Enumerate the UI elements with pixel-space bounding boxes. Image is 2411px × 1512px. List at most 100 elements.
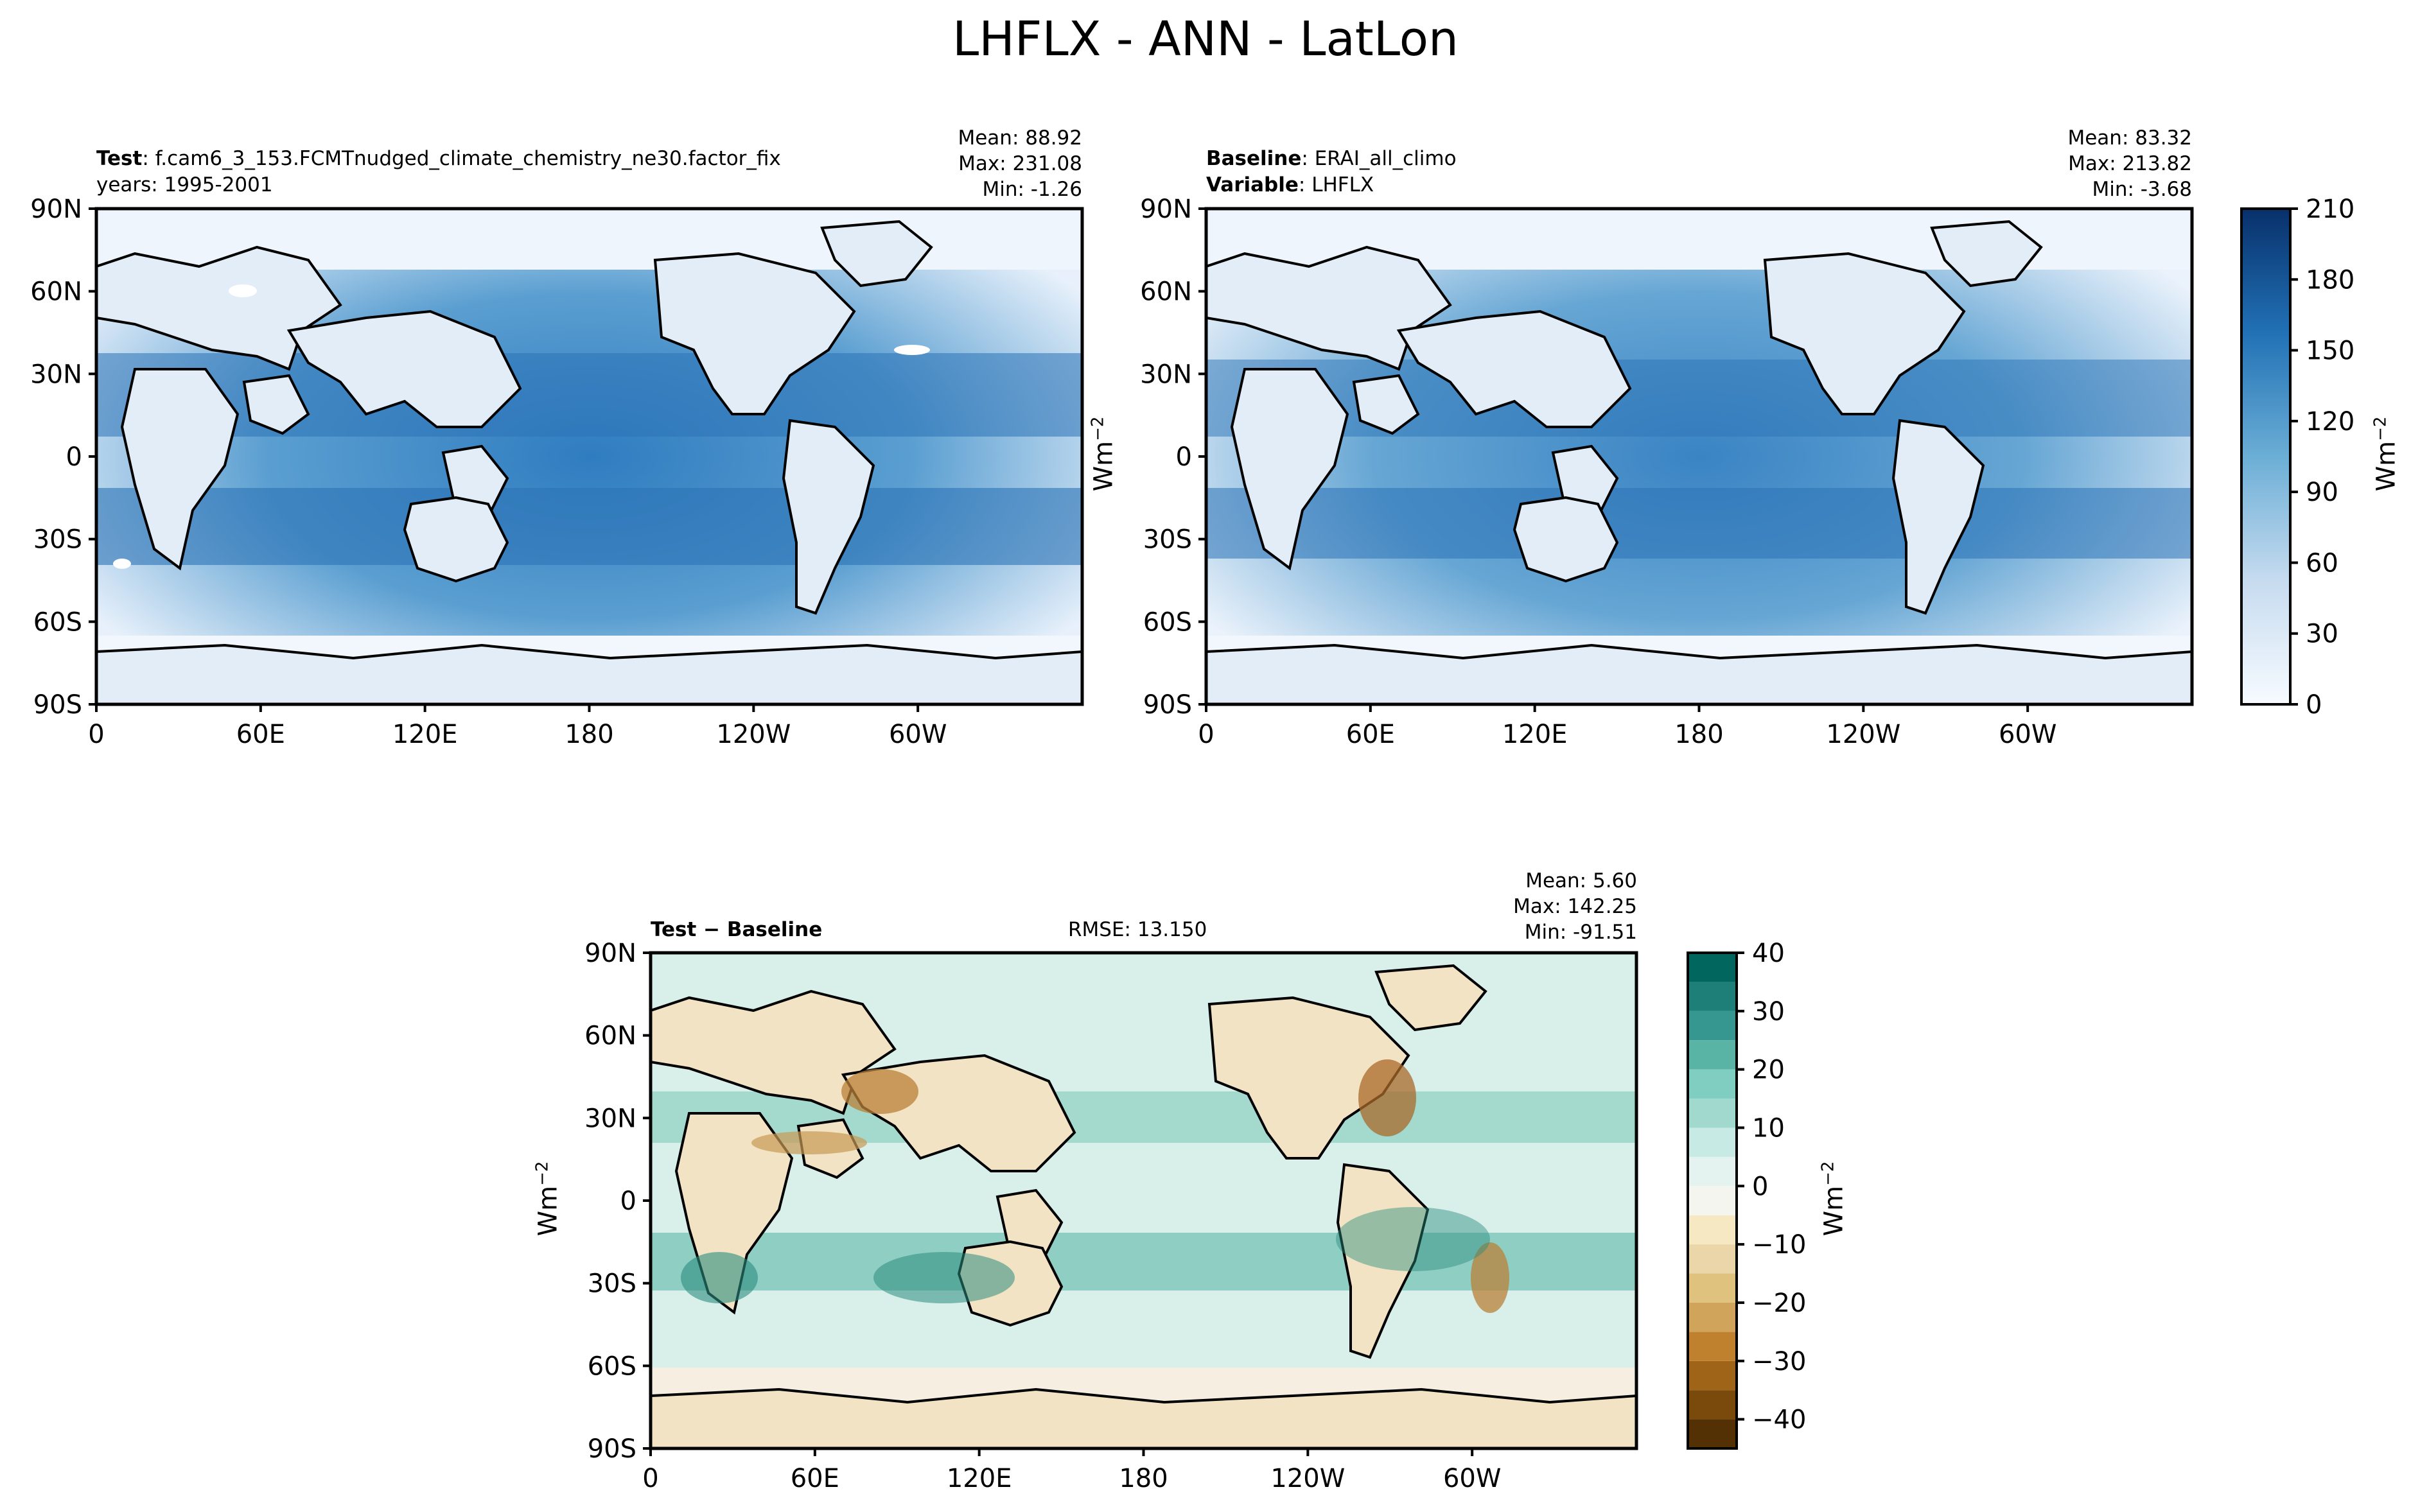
baseline-variable-bold: Variable xyxy=(1206,173,1299,196)
brbg-colorbar-tick-label: 0 xyxy=(1752,1172,1768,1201)
baseline-variable-name: LHFLX xyxy=(1311,173,1374,196)
brbg-colorbar-segment xyxy=(1688,1186,1737,1215)
brbg-colorbar xyxy=(1687,952,1738,1450)
baseline-xtick-label: 60W xyxy=(1999,720,2056,749)
brbg-colorbar-tick-label: −30 xyxy=(1752,1347,1806,1377)
diff-min: Min: -91.51 xyxy=(1524,921,1637,944)
baseline-ytick-label: 60N xyxy=(1140,277,1192,307)
brbg-colorbar-ticks: −40 −30 −20 −10 0 10 20 30 40 xyxy=(1737,939,1806,1435)
test-label-bold: Test xyxy=(96,147,143,170)
brbg-colorbar-segment xyxy=(1688,1332,1737,1361)
diff-rmse: RMSE: 13.150 xyxy=(1068,918,1207,941)
diff-ytick-label: 0 xyxy=(620,1186,636,1216)
baseline-mean: Mean: 83.32 xyxy=(2067,126,2192,150)
baseline-label-bold: Baseline xyxy=(1206,147,1302,170)
brbg-colorbar-segment xyxy=(1688,1040,1737,1070)
brbg-colorbar-tick-label: 40 xyxy=(1752,939,1785,968)
baseline-ytick-label: 60S xyxy=(1143,607,1192,637)
brbg-colorbar-tick-label: 10 xyxy=(1752,1113,1785,1143)
test-xtick-label: 60W xyxy=(889,720,947,749)
blues-colorbar-tick-label: 90 xyxy=(2306,478,2338,507)
brbg-colorbar-frame xyxy=(1687,952,1738,1450)
brbg-colorbar-tick-label: −10 xyxy=(1752,1230,1806,1260)
test-xtick-label: 180 xyxy=(565,720,613,749)
baseline-xtick-label: 0 xyxy=(1198,720,1214,749)
diff-ytick-label: 30S xyxy=(588,1269,636,1299)
blues-colorbar-tick-label: 150 xyxy=(2306,336,2354,366)
brbg-colorbar-segment xyxy=(1688,1215,1737,1245)
brbg-colorbar-segment xyxy=(1688,1360,1737,1391)
baseline-ytick-label: 30N xyxy=(1140,360,1192,389)
brbg-colorbar-tick-label: −40 xyxy=(1752,1405,1806,1435)
brbg-colorbar-segment xyxy=(1688,1419,1737,1448)
diff-max: Max: 142.25 xyxy=(1513,895,1637,918)
diff-axes: 0 60E 120E 180 120W 60W 90N 60N 30N 0 30S 60S 90S xyxy=(584,939,1501,1493)
baseline-coastlines xyxy=(1206,220,2192,704)
test-ytick-label: 60S xyxy=(33,607,82,637)
test-min: Min: -1.26 xyxy=(982,178,1082,201)
blues-colorbar-tick-label: 180 xyxy=(2306,265,2354,295)
brbg-colorbar-segment xyxy=(1688,1390,1737,1420)
brbg-colorbar-segment xyxy=(1688,1302,1737,1332)
diff-ytick-label: 60S xyxy=(588,1351,636,1381)
diff-stats: Mean: 5.60 Max: 142.25 Min: -91.51 xyxy=(1513,868,1637,945)
blues-colorbar xyxy=(2240,207,2292,706)
diff-ytick-label: 90S xyxy=(588,1434,636,1464)
diff-xtick-label: 0 xyxy=(642,1464,658,1493)
baseline-ytick-label: 90S xyxy=(1143,690,1192,720)
diff-map xyxy=(651,953,1636,1448)
test-ytick-label: 90N xyxy=(30,195,82,224)
baseline-axes: 0 60E 120E 180 120W 60W 90N 60N 30N 0 30S 60S 90S xyxy=(1140,195,2056,749)
brbg-colorbar-tick-label: 30 xyxy=(1752,997,1785,1027)
brbg-colorbar-segment xyxy=(1688,1127,1737,1157)
brbg-colorbar-segment xyxy=(1688,1244,1737,1274)
test-missing-patch xyxy=(229,284,257,297)
test-stats: Mean: 88.92 Max: 231.08 Min: -1.26 xyxy=(958,125,1082,202)
diff-label: Test − Baseline xyxy=(651,918,823,941)
test-ytick-label: 60N xyxy=(30,277,82,307)
baseline-ytick-label: 0 xyxy=(1176,442,1192,472)
diff-ytick-label: 60N xyxy=(584,1021,636,1051)
diff-ytick-label: 90N xyxy=(584,939,636,968)
baseline-map xyxy=(1206,209,2192,704)
figure-title: LHFLX - ANN - LatLon xyxy=(952,12,1459,67)
brbg-colorbar-segment xyxy=(1688,1099,1737,1128)
test-label: Test: f.cam6_3_153.FCMTnudged_climate_ch… xyxy=(96,147,781,170)
diff-xtick-label: 120E xyxy=(947,1464,1012,1493)
test-ytick-label: 90S xyxy=(33,690,82,720)
baseline-stats: Mean: 83.32 Max: 213.82 Min: -3.68 xyxy=(2067,125,2192,202)
brbg-colorbar-segment xyxy=(1688,953,1737,982)
test-axes: 0 60E 120E 180 120W 60W 90N 60N 30N 0 30S 60S 90S xyxy=(30,195,947,749)
blues-colorbar-tick-label: 120 xyxy=(2306,407,2354,437)
diff-xtick-label: 60W xyxy=(1443,1464,1501,1493)
test-ytick-label: 30S xyxy=(33,525,82,555)
test-xtick-label: 60E xyxy=(236,720,285,749)
baseline-ytick-label: 30S xyxy=(1143,525,1192,555)
test-years: years: 1995-2001 xyxy=(96,173,273,196)
brbg-colorbar-segment xyxy=(1688,1069,1737,1099)
diff-xtick-label: 60E xyxy=(791,1464,839,1493)
diff-ytick-label: 30N xyxy=(584,1104,636,1133)
test-case-name: f.cam6_3_153.FCMTnudged_climate_chemistr… xyxy=(155,147,781,170)
baseline-min: Min: -3.68 xyxy=(2092,178,2192,201)
baseline-label: Baseline: ERAI_all_climo xyxy=(1206,147,1457,170)
test-xtick-label: 120E xyxy=(392,720,458,749)
test-mean: Mean: 88.92 xyxy=(958,126,1082,150)
test-ytick-label: 30N xyxy=(30,360,82,389)
blues-colorbar-tick-label: 0 xyxy=(2306,690,2322,720)
test-xtick-label: 0 xyxy=(88,720,104,749)
baseline-xtick-label: 60E xyxy=(1346,720,1395,749)
brbg-colorbar-segment xyxy=(1688,1273,1737,1303)
test-map xyxy=(96,209,1082,704)
baseline-ytick-label: 90N xyxy=(1140,195,1192,224)
test-ytick-label: 0 xyxy=(66,442,82,472)
test-missing-patch-3 xyxy=(113,559,131,569)
test-missing-patch-2 xyxy=(894,345,930,355)
test-max: Max: 231.08 xyxy=(958,152,1082,175)
brbg-colorbar-tick-label: −20 xyxy=(1752,1289,1806,1318)
blues-colorbar-tick-label: 210 xyxy=(2306,195,2354,224)
brbg-colorbar-segment xyxy=(1688,1156,1737,1186)
blues-colorbar-tick-label: 60 xyxy=(2306,548,2338,578)
baseline-max: Max: 213.82 xyxy=(2068,152,2192,175)
